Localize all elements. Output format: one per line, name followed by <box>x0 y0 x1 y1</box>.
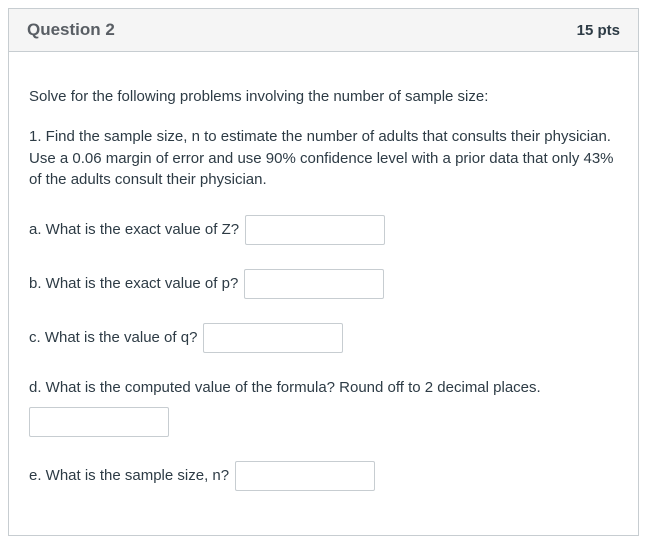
sub-question-b: b. What is the exact value of p? <box>29 269 618 299</box>
answer-input-b[interactable] <box>244 269 384 299</box>
question-card: Question 2 15 pts Solve for the followin… <box>8 8 639 536</box>
answer-input-d[interactable] <box>29 407 169 437</box>
sub-question-d: d. What is the computed value of the for… <box>29 377 618 437</box>
question-body: Solve for the following problems involvi… <box>9 52 638 535</box>
sub-question-a: a. What is the exact value of Z? <box>29 215 618 245</box>
sub-question-b-label: b. What is the exact value of p? <box>29 273 238 295</box>
question-header: Question 2 15 pts <box>9 9 638 52</box>
sub-question-c-label: c. What is the value of q? <box>29 327 197 349</box>
sub-question-a-label: a. What is the exact value of Z? <box>29 219 239 241</box>
question-points: 15 pts <box>577 22 620 39</box>
answer-input-c[interactable] <box>203 323 343 353</box>
sub-question-c: c. What is the value of q? <box>29 323 618 353</box>
intro-text: Solve for the following problems involvi… <box>29 86 618 108</box>
sub-question-e-label: e. What is the sample size, n? <box>29 465 229 487</box>
problem-statement: 1. Find the sample size, n to estimate t… <box>29 126 618 191</box>
question-title: Question 2 <box>27 20 115 40</box>
sub-question-d-label: d. What is the computed value of the for… <box>29 377 618 399</box>
sub-question-e: e. What is the sample size, n? <box>29 461 618 491</box>
answer-input-a[interactable] <box>245 215 385 245</box>
answer-input-e[interactable] <box>235 461 375 491</box>
